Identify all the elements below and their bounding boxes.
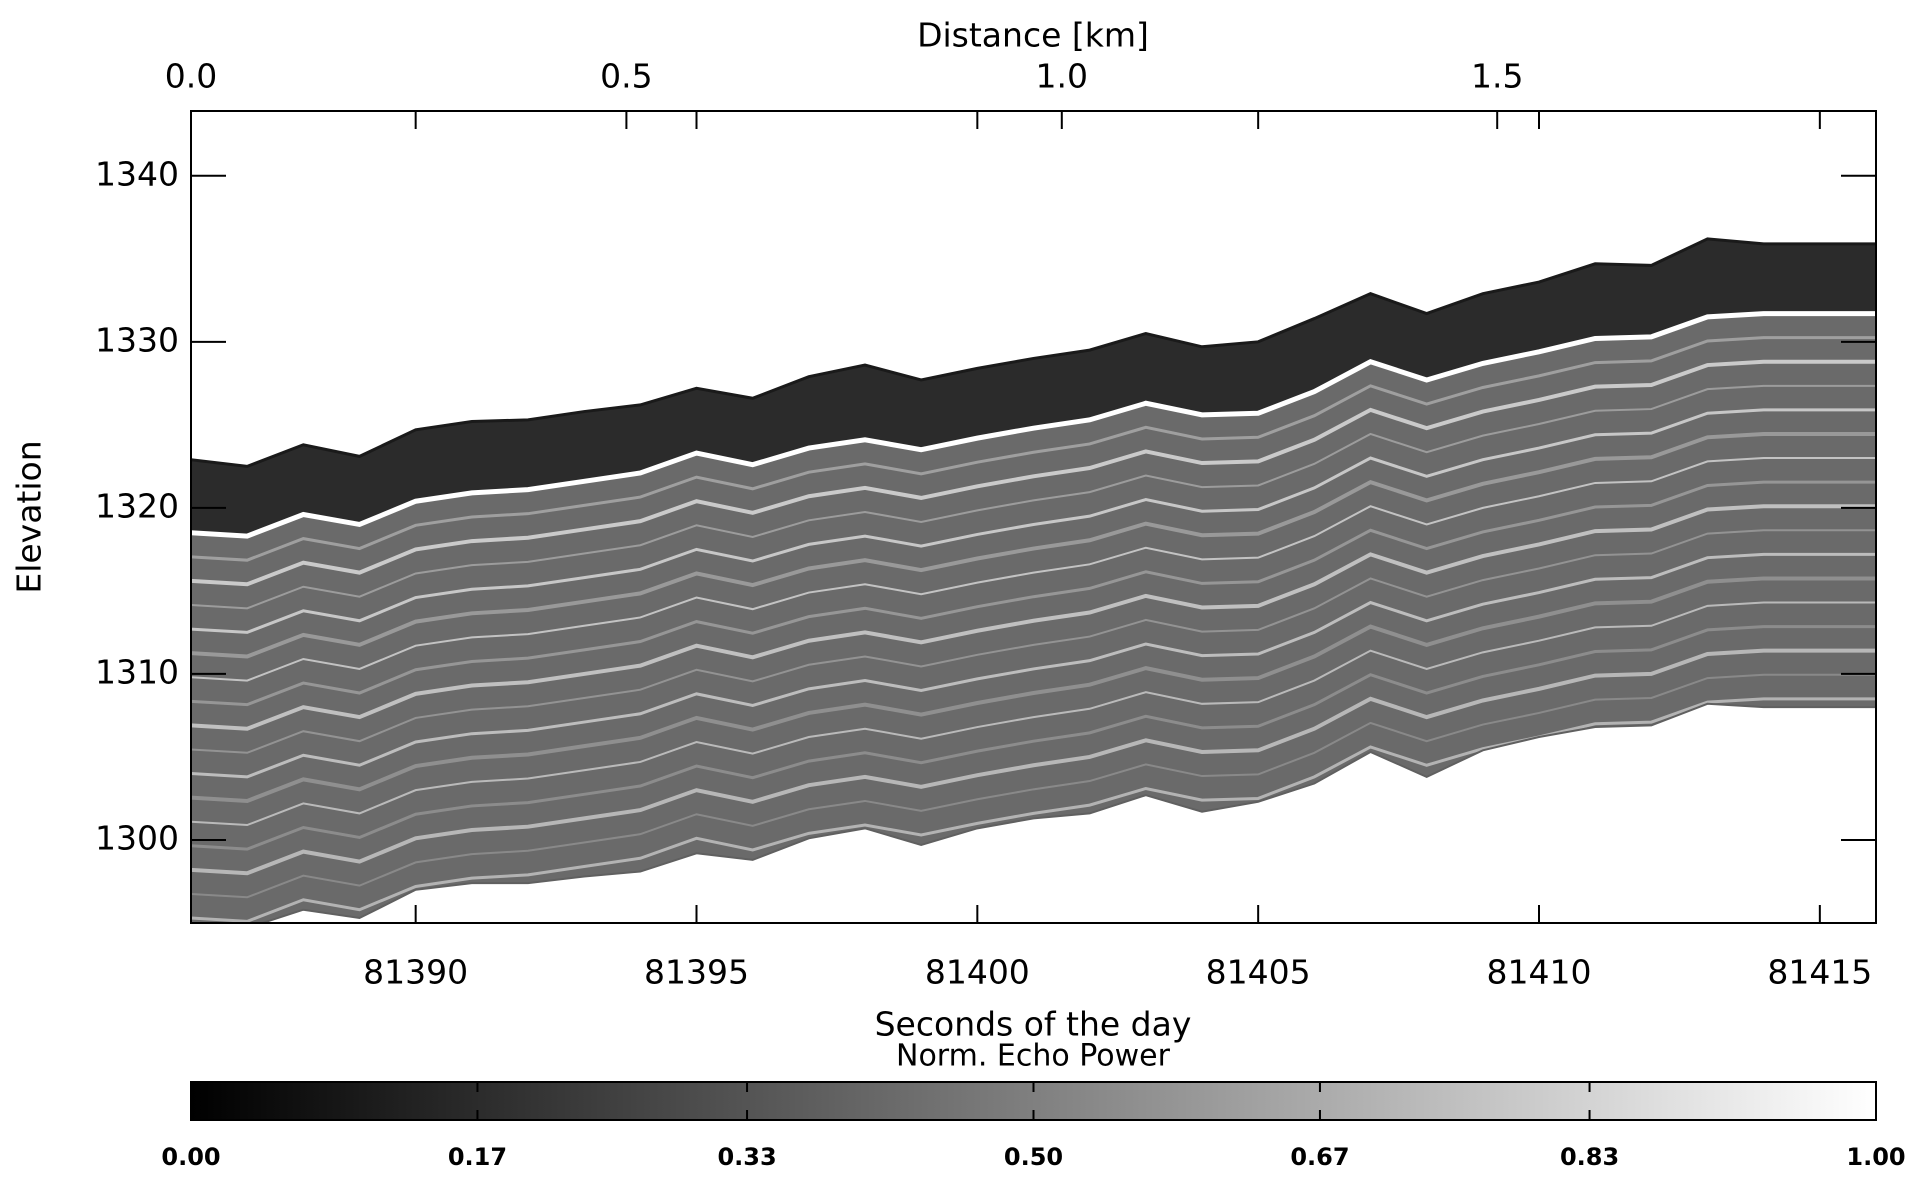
colorbar-tick-label: 0.50 — [1004, 1143, 1063, 1171]
y-tick-label: 1300 — [95, 818, 179, 857]
layer-line — [191, 601, 1876, 827]
x2-axis-title: Distance [km] — [917, 16, 1149, 55]
series-line — [191, 311, 1876, 539]
x-axis-title: Seconds of the day — [875, 1005, 1192, 1044]
below-bottom — [262, 703, 1876, 923]
x-tick-label: 81390 — [363, 953, 468, 992]
x-tick-label: 81410 — [1487, 953, 1592, 992]
x-tick-label: 81400 — [925, 953, 1030, 992]
y-tick-label: 1330 — [95, 320, 179, 359]
plot-frame — [190, 110, 1877, 924]
layer-line — [191, 457, 1876, 682]
layer-line — [191, 431, 1876, 659]
y-tick-label: 1320 — [95, 486, 179, 525]
colorbar-tick-label: 1.00 — [1846, 1143, 1905, 1171]
plot-area — [191, 237, 1876, 923]
x-tick-label: 81395 — [644, 953, 749, 992]
x-tick-label: 81415 — [1767, 953, 1872, 992]
series-line — [191, 237, 1876, 468]
layer-line — [191, 480, 1876, 707]
layer-line — [191, 673, 1876, 899]
x2-tick-label: 0.0 — [165, 57, 217, 96]
y-tick-label: 1310 — [95, 652, 179, 691]
colorbar-tick-label: 0.83 — [1560, 1143, 1619, 1171]
layer-line — [191, 336, 1876, 562]
colorbar-title: Norm. Echo Power — [896, 1039, 1171, 1074]
x2-tick-label: 0.5 — [600, 57, 652, 96]
x2-tick-label: 1.0 — [1036, 57, 1088, 96]
layer-line — [191, 504, 1876, 731]
layer-line — [191, 625, 1876, 851]
layer-line — [191, 576, 1876, 803]
layer-line — [191, 697, 1876, 923]
x-tick-label: 81405 — [1206, 953, 1311, 992]
colorbar-tick-label: 0.33 — [717, 1143, 776, 1171]
colorbar-tick-label: 0.00 — [161, 1143, 220, 1171]
layer-line — [191, 648, 1876, 876]
layer-line — [191, 552, 1876, 779]
layer-line — [191, 384, 1876, 610]
layer-line — [191, 359, 1876, 587]
y-axis-title: Elevation — [10, 440, 49, 593]
x2-tick-label: 1.5 — [1471, 57, 1523, 96]
colorbar-tick-label: 0.17 — [448, 1143, 507, 1171]
layer-line — [191, 408, 1876, 634]
layer-line — [191, 529, 1876, 754]
colorbar-tick-label: 0.67 — [1290, 1143, 1349, 1171]
series-line — [259, 702, 1876, 923]
y-tick-label: 1340 — [95, 154, 179, 193]
echogram-top-band — [191, 238, 1876, 537]
